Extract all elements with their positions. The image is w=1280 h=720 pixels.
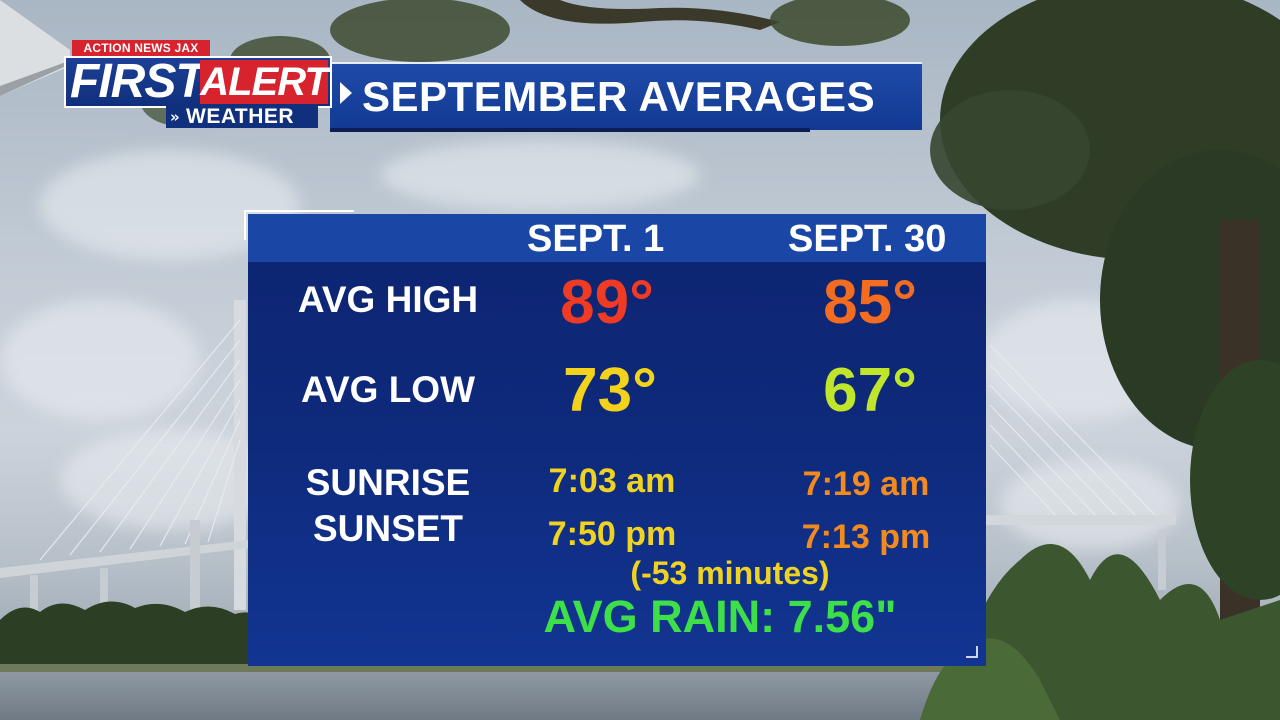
column-header-sept-30: SEPT. 30: [788, 218, 947, 260]
roof-gutter: [0, 0, 70, 96]
panel-corner-mark: [976, 646, 978, 658]
sunrise-sept-30: 7:19 am: [802, 465, 930, 503]
avg-high-sept-30: 85°: [823, 268, 917, 337]
column-header-sept-1: SEPT. 1: [527, 218, 665, 260]
avg-low-sept-30: 67°: [823, 356, 917, 425]
daylight-change: (-53 minutes): [630, 555, 830, 591]
network-name: ACTION NEWS JAX: [72, 40, 210, 56]
sunset-sept-1: 7:50 pm: [547, 515, 677, 553]
panel-corner-accent: [244, 210, 354, 212]
brand-alert: ALERT: [200, 60, 329, 104]
double-chevron-icon: »: [170, 108, 180, 126]
brand-alert-background: [200, 60, 328, 104]
row-label-sunrise: SUNRISE: [305, 462, 471, 503]
play-arrow-icon: [340, 82, 352, 104]
avg-low-sept-1: 73°: [563, 356, 657, 425]
page-title: SEPTEMBER AVERAGES: [362, 73, 876, 120]
row-label-avg-high: AVG HIGH: [297, 279, 479, 320]
column-header-band: [248, 214, 986, 262]
shoreline: [0, 664, 1280, 674]
treeline: [0, 601, 260, 670]
brand-weather: WEATHER: [186, 105, 295, 128]
row-label-avg-low: AVG LOW: [300, 369, 475, 410]
tree-foliage: [920, 0, 1280, 720]
avg-rain: AVG RAIN: 7.56": [543, 591, 897, 642]
row-label-sunset: SUNSET: [312, 508, 464, 549]
avg-high-sept-1: 89°: [560, 268, 654, 337]
sunrise-sept-1: 7:03 am: [548, 462, 676, 500]
averages-panel: [248, 214, 986, 666]
title-bar-underline: [330, 128, 810, 132]
panel-corner-mark: [966, 656, 978, 658]
panel-corner-accent: [244, 210, 246, 240]
brand-first: FIRST: [70, 55, 205, 108]
brand-weather-background: [166, 106, 318, 128]
sunset-sept-30: 7:13 pm: [801, 518, 931, 556]
title-bar: [330, 62, 922, 130]
